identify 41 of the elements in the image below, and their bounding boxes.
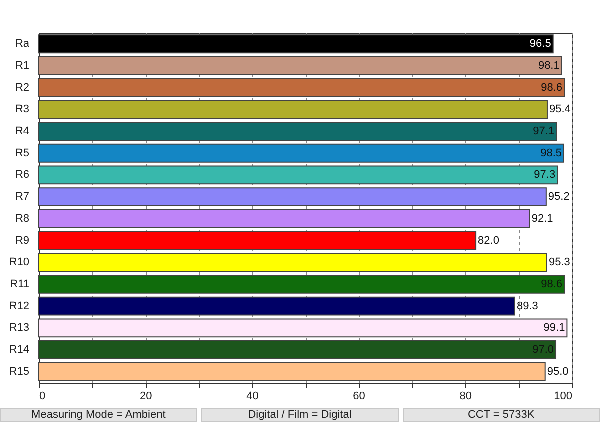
data-label: 96.5 [530,38,552,50]
data-label: 95.4 [549,104,571,116]
y-tick-label: R6 [15,169,30,182]
data-label: 97.0 [532,344,554,356]
y-tick-label: R13 [9,322,30,334]
y-tick-label: R3 [15,104,30,116]
x-tick-label: 100 [554,390,572,402]
y-tick-label: R10 [9,256,30,269]
data-label: 99.1 [544,322,566,334]
y-tick-label: R14 [9,344,30,356]
data-label: 98.5 [540,147,562,160]
y-tick-label: R11 [10,278,30,290]
data-label: 95.2 [548,191,570,204]
y-tick-label: R12 [9,300,30,312]
data-label: 97.1 [533,126,555,138]
data-label: 98.6 [541,278,563,290]
y-tick-label: Ra [15,38,30,50]
y-tick-label: R15 [9,366,30,378]
y-tick-label: R4 [15,126,30,138]
data-label: 97.3 [534,169,556,182]
x-tick-label: 60 [353,390,366,402]
data-label: 89.3 [516,300,538,312]
data-label: 98.1 [538,60,560,72]
x-tick-label: 80 [460,390,472,402]
x-tick-label: 40 [246,390,259,402]
x-tick-label: 0 [40,390,46,402]
y-tick-label: R8 [15,212,30,225]
x-tick-label: 20 [140,390,152,402]
data-label: 95.3 [548,256,570,269]
text: Digital / Film = Digital [201,408,399,422]
y-tick-label: R9 [15,234,30,247]
data-label: 95.0 [547,366,569,378]
text: CCT = 5733K [402,408,600,422]
y-tick-label: R7 [15,191,30,204]
data-label: 82.0 [478,234,500,247]
data-label: 92.1 [532,212,554,225]
y-tick-label: R5 [15,147,30,160]
text: Measuring Mode = Ambient [0,408,198,422]
y-tick-label: R1 [15,60,30,72]
y-tick-label: R2 [15,82,30,94]
data-label: 98.6 [541,82,563,94]
